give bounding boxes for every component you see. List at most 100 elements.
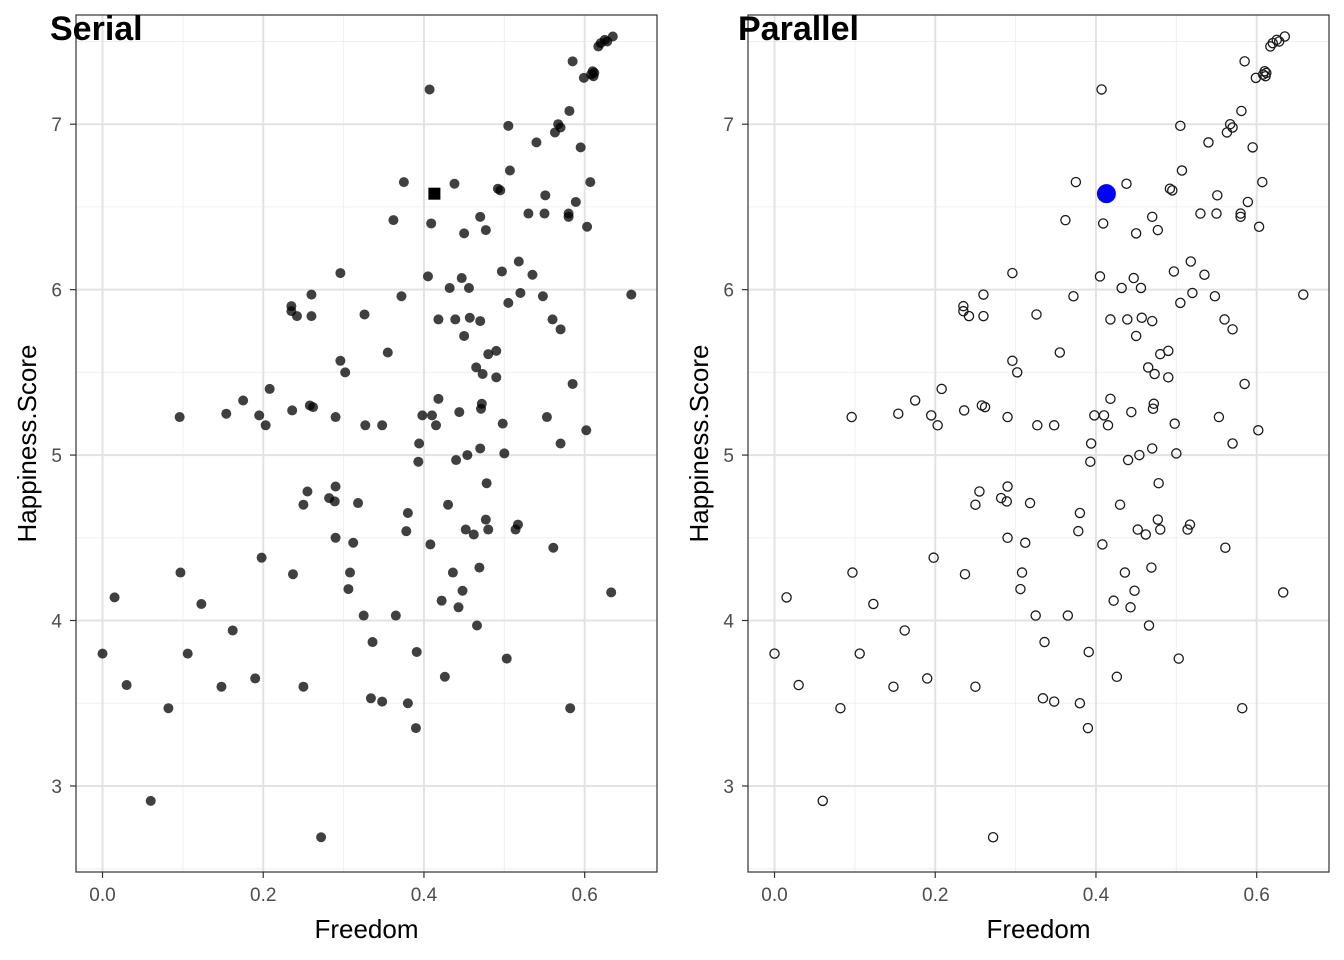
y-axis-ticks: 3 4 5 6 7 — [723, 115, 748, 798]
highlight-point — [1096, 184, 1116, 204]
data-point — [330, 481, 341, 492]
highlight-dot — [1096, 184, 1116, 204]
data-point — [402, 507, 413, 518]
data-point — [291, 311, 302, 322]
data-point — [459, 330, 470, 341]
data-point — [959, 568, 971, 580]
data-point — [426, 410, 437, 421]
data-point — [921, 673, 933, 684]
scatter-points — [97, 31, 637, 843]
data-point — [1167, 185, 1178, 196]
data-point — [970, 499, 981, 510]
data-point — [436, 595, 447, 606]
data-point — [1171, 448, 1182, 459]
data-point — [1227, 122, 1238, 133]
highlight-square — [428, 187, 441, 200]
data-point — [835, 702, 846, 714]
data-point — [1048, 420, 1060, 431]
x-axis-ticks: 0.0 0.2 0.4 0.6 — [89, 872, 598, 906]
data-point — [1152, 224, 1164, 236]
data-point — [503, 297, 514, 308]
y-tick-label: 5 — [51, 446, 62, 467]
data-point — [1098, 410, 1110, 421]
y-axis-title: Happiness.Score — [12, 345, 42, 543]
data-point — [1153, 477, 1164, 489]
data-point — [932, 420, 943, 431]
x-tick-label: 0.6 — [1243, 885, 1269, 906]
data-point — [260, 420, 271, 431]
y-axis-ticks: 3 4 5 6 7 — [51, 115, 76, 798]
data-point — [958, 405, 970, 416]
data-point — [1175, 297, 1186, 309]
data-point — [345, 567, 356, 578]
data-point — [540, 190, 551, 201]
data-point — [1073, 525, 1084, 537]
data-point — [1239, 378, 1250, 390]
data-point — [97, 648, 108, 659]
data-point — [1024, 497, 1036, 509]
data-point — [358, 610, 369, 621]
data-point — [1164, 183, 1176, 194]
data-point — [1265, 41, 1276, 52]
data-point — [1007, 355, 1018, 367]
data-point — [480, 225, 491, 236]
data-point — [1227, 324, 1238, 335]
data-point — [477, 369, 488, 380]
data-point — [163, 703, 174, 714]
data-point — [424, 84, 435, 95]
data-point — [987, 832, 999, 843]
data-point — [475, 316, 486, 327]
data-point — [348, 537, 359, 548]
data-point — [1154, 524, 1166, 535]
data-point — [925, 410, 937, 421]
grid-major — [76, 15, 657, 872]
data-point — [145, 795, 156, 806]
data-point — [1015, 583, 1026, 595]
data-point — [1054, 347, 1066, 358]
data-point — [567, 56, 578, 67]
y-tick-label: 6 — [723, 281, 734, 302]
data-point — [1253, 425, 1264, 436]
data-point — [1105, 393, 1116, 405]
data-point — [527, 269, 538, 280]
data-point — [414, 438, 425, 449]
scatter-points — [769, 31, 1309, 843]
data-point — [1001, 496, 1013, 507]
x-tick-label: 0.0 — [761, 885, 787, 906]
data-point — [475, 443, 486, 454]
data-point — [1149, 368, 1160, 380]
grid-minor — [76, 15, 657, 872]
x-tick-label: 0.4 — [411, 885, 438, 906]
data-point — [433, 314, 444, 325]
data-point — [474, 562, 485, 573]
grid-minor — [748, 15, 1329, 872]
y-axis-title: Happiness.Score — [684, 345, 714, 543]
data-point — [1147, 403, 1159, 415]
data-point — [1070, 176, 1082, 188]
data-point — [454, 407, 465, 418]
data-point — [343, 584, 354, 595]
x-axis-ticks: 0.0 0.2 0.4 0.6 — [761, 872, 1270, 906]
y-tick-label: 5 — [723, 446, 734, 467]
data-point — [1083, 646, 1094, 658]
data-point — [564, 105, 575, 116]
data-point — [936, 383, 947, 395]
data-point — [1152, 514, 1164, 525]
data-point — [1128, 272, 1139, 284]
data-point — [367, 637, 378, 648]
data-point — [1126, 406, 1137, 418]
data-point — [401, 526, 412, 537]
data-point — [464, 312, 475, 323]
data-point — [1016, 567, 1028, 578]
data-point — [483, 524, 494, 535]
data-point — [512, 519, 523, 530]
data-point — [541, 412, 552, 423]
data-point — [1114, 499, 1126, 510]
data-point — [1199, 269, 1210, 280]
data-point — [495, 185, 506, 196]
data-point — [390, 610, 401, 621]
data-point — [1236, 105, 1247, 117]
data-point — [431, 420, 442, 431]
data-point — [1279, 31, 1291, 42]
